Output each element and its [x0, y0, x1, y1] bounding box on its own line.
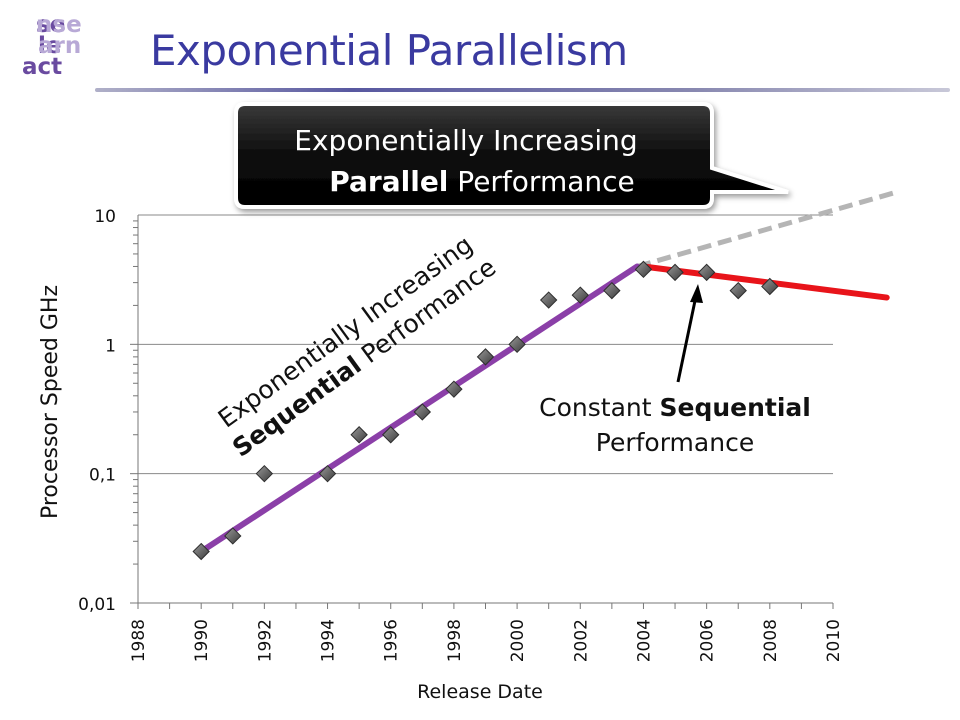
y-tick-label: 0,1 [89, 466, 116, 486]
data-point [476, 348, 495, 366]
x-tick-label: 1990 [192, 619, 212, 662]
data-point [413, 403, 432, 421]
callout-bubble [234, 102, 789, 209]
y-tick-label: 0,01 [78, 595, 116, 615]
constant-arrow-head [690, 284, 703, 303]
x-tick-label: 2010 [824, 619, 844, 662]
data-point [445, 380, 463, 398]
data-point [382, 426, 400, 444]
x-tick-label: 1998 [445, 619, 465, 662]
x-tick-label: 2002 [571, 619, 591, 662]
gridlines [138, 214, 833, 475]
title-divider [95, 88, 950, 92]
parallel-callout-line-2: Parallel Performance [329, 165, 635, 198]
data-point [255, 464, 274, 483]
x-axis-label: Release Date [417, 681, 543, 703]
x-tick-label: 2006 [698, 619, 718, 662]
x-tick-label: 1988 [129, 619, 149, 662]
y-tick-labels: 10 1 0,1 0,01 [78, 207, 116, 615]
sequential-annotation-line-1: Exponentially Increasing [213, 230, 478, 434]
data-point [508, 335, 526, 354]
axes [130, 215, 834, 609]
data-point [729, 281, 747, 300]
data-point [666, 263, 684, 282]
data-point [224, 527, 242, 545]
slide-title: Exponential Parallelism [150, 26, 628, 75]
data-point [634, 260, 653, 279]
x-tick-label: 1992 [255, 619, 275, 662]
data-point [571, 286, 589, 304]
sense-learn-act-logo: se nse le arn act [22, 12, 82, 80]
y-tick-label: 10 [94, 207, 116, 227]
y-axis-label: Processor Speed GHz [38, 285, 63, 519]
constant-arrow-line [676, 295, 698, 383]
x-tick-label: 2008 [761, 619, 781, 662]
constant-annotation-line-1: Constant Sequential [539, 393, 811, 422]
data-points [192, 260, 779, 561]
constant-sequential-line [640, 263, 890, 301]
parallel-callout [234, 102, 789, 209]
x-tick-label: 1996 [382, 619, 402, 662]
data-point [318, 464, 337, 483]
x-tick-label: 2000 [508, 619, 528, 662]
data-point [539, 291, 558, 309]
parallel-callout-line-1: Exponentially Increasing [294, 124, 637, 157]
data-point [697, 263, 716, 282]
x-tick-label: 1994 [319, 619, 339, 662]
x-tick-label: 2004 [634, 619, 654, 662]
data-point [603, 281, 621, 300]
data-point [761, 277, 779, 296]
x-tick-labels: 1988 1990 1992 1994 1996 1998 2000 2002 2004 2006… [129, 619, 844, 662]
data-point [350, 426, 368, 444]
parallel-projection-line [636, 189, 897, 269]
data-point [192, 542, 210, 561]
constant-annotation-line-2: Performance [596, 428, 754, 457]
y-tick-label: 1 [105, 336, 116, 356]
